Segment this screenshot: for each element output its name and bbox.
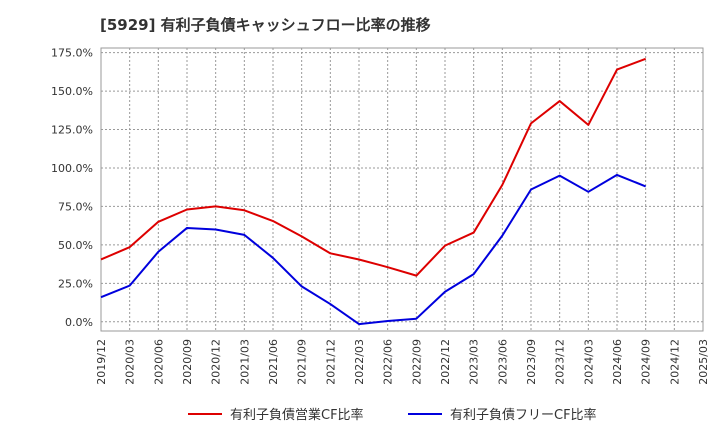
x-tick-label: 2025/03 <box>697 339 710 385</box>
x-tick-label: 2024/03 <box>582 339 595 385</box>
x-tick-label: 2023/12 <box>554 339 567 385</box>
legend: 有利子負債営業CF比率 有利子負債フリーCF比率 <box>188 407 597 423</box>
legend-label-2: 有利子負債フリーCF比率 <box>450 407 597 423</box>
y-tick-label: 50.0% <box>58 239 93 252</box>
x-tick-label: 2020/09 <box>181 339 194 385</box>
series-lines <box>100 57 647 326</box>
y-tick-label: 100.0% <box>51 162 93 175</box>
x-tick-label: 2022/03 <box>353 339 366 385</box>
series-line-1 <box>100 57 647 277</box>
x-axis-ticks: 2019/12 2020/03 2020/06 2020/09 2020/12 2021/… <box>95 339 710 385</box>
x-tick-label: 2021/09 <box>296 339 309 385</box>
x-tick-label: 2024/12 <box>668 339 681 385</box>
series-line-2 <box>100 173 647 326</box>
x-tick-label: 2022/09 <box>410 339 423 385</box>
plot-area <box>100 47 704 332</box>
chart-title: [5929] 有利子負債キャッシュフロー比率の推移 <box>100 16 431 34</box>
x-tick-label: 2021/12 <box>324 339 337 385</box>
x-tick-label: 2019/12 <box>95 339 108 385</box>
x-tick-label: 2021/06 <box>267 339 280 385</box>
x-tick-label: 2024/06 <box>611 339 624 385</box>
x-tick-label: 2020/12 <box>210 339 223 385</box>
x-tick-label: 2022/12 <box>439 339 452 385</box>
x-tick-label: 2022/06 <box>382 339 395 385</box>
x-tick-label: 2020/03 <box>124 339 137 385</box>
x-tick-label: 2020/06 <box>152 339 165 385</box>
y-tick-label: 175.0% <box>51 47 93 60</box>
x-tick-label: 2023/03 <box>468 339 481 385</box>
grid-lines <box>101 48 703 331</box>
x-tick-label: 2024/09 <box>640 339 653 385</box>
x-tick-label: 2021/03 <box>238 339 251 385</box>
x-tick-label: 2023/09 <box>525 339 538 385</box>
y-tick-label: 125.0% <box>51 124 93 137</box>
y-tick-label: 25.0% <box>58 277 93 290</box>
y-tick-label: 0.0% <box>65 316 93 329</box>
y-tick-label: 150.0% <box>51 85 93 98</box>
x-tick-label: 2023/06 <box>496 339 509 385</box>
legend-label-1: 有利子負債営業CF比率 <box>230 407 364 423</box>
y-axis-ticks: 0.0% 25.0% 50.0% 75.0% 100.0% 125.0% 150.0% 175… <box>51 47 93 329</box>
y-tick-label: 75.0% <box>58 200 93 213</box>
